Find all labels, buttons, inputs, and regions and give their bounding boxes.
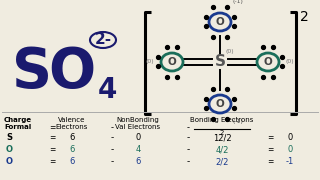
Text: =: = bbox=[49, 145, 55, 154]
Text: 4/2: 4/2 bbox=[215, 145, 229, 154]
Text: =: = bbox=[267, 134, 273, 143]
Text: 0: 0 bbox=[287, 134, 292, 143]
Text: 2-: 2- bbox=[94, 33, 112, 48]
Text: -: - bbox=[110, 145, 114, 154]
Text: 6: 6 bbox=[135, 158, 141, 166]
Text: 6: 6 bbox=[69, 158, 75, 166]
Text: =: = bbox=[267, 158, 273, 166]
Text: (-1): (-1) bbox=[233, 120, 244, 125]
Text: -: - bbox=[186, 145, 190, 154]
Text: -: - bbox=[186, 158, 190, 166]
Text: (-1): (-1) bbox=[233, 0, 244, 4]
Text: 12/2: 12/2 bbox=[213, 134, 231, 143]
Text: O: O bbox=[216, 17, 224, 27]
Text: 2: 2 bbox=[300, 10, 309, 24]
Text: S: S bbox=[12, 45, 52, 99]
Text: S: S bbox=[214, 55, 226, 69]
Text: 2: 2 bbox=[220, 130, 224, 136]
Text: -: - bbox=[110, 158, 114, 166]
Text: O: O bbox=[168, 57, 176, 67]
Text: NonBonding
Val Electrons: NonBonding Val Electrons bbox=[116, 117, 161, 130]
Text: -: - bbox=[186, 134, 190, 143]
Text: 0: 0 bbox=[135, 134, 140, 143]
Text: O: O bbox=[6, 145, 13, 154]
Text: =: = bbox=[49, 123, 55, 132]
Text: =: = bbox=[267, 145, 273, 154]
Text: Valence
Electrons: Valence Electrons bbox=[56, 117, 88, 130]
Text: =: = bbox=[49, 134, 55, 143]
Text: 2/2: 2/2 bbox=[215, 158, 229, 166]
Text: 4: 4 bbox=[135, 145, 140, 154]
Text: O: O bbox=[216, 99, 224, 109]
Text: O: O bbox=[264, 57, 272, 67]
Text: 4: 4 bbox=[98, 76, 117, 104]
Text: O: O bbox=[6, 158, 13, 166]
Text: 6: 6 bbox=[69, 134, 75, 143]
Text: =: = bbox=[49, 158, 55, 166]
Text: 6: 6 bbox=[69, 145, 75, 154]
Text: (0): (0) bbox=[226, 50, 234, 55]
Text: (0): (0) bbox=[146, 60, 154, 64]
Text: (0): (0) bbox=[286, 60, 294, 64]
Text: -1: -1 bbox=[286, 158, 294, 166]
Text: -: - bbox=[110, 134, 114, 143]
Text: 0: 0 bbox=[287, 145, 292, 154]
Text: O: O bbox=[48, 45, 95, 99]
Text: -: - bbox=[187, 123, 189, 132]
Text: Bonding Electrons: Bonding Electrons bbox=[190, 117, 254, 123]
Text: S: S bbox=[6, 134, 12, 143]
Text: Charge
Formal: Charge Formal bbox=[4, 117, 32, 130]
Text: -: - bbox=[110, 123, 114, 132]
